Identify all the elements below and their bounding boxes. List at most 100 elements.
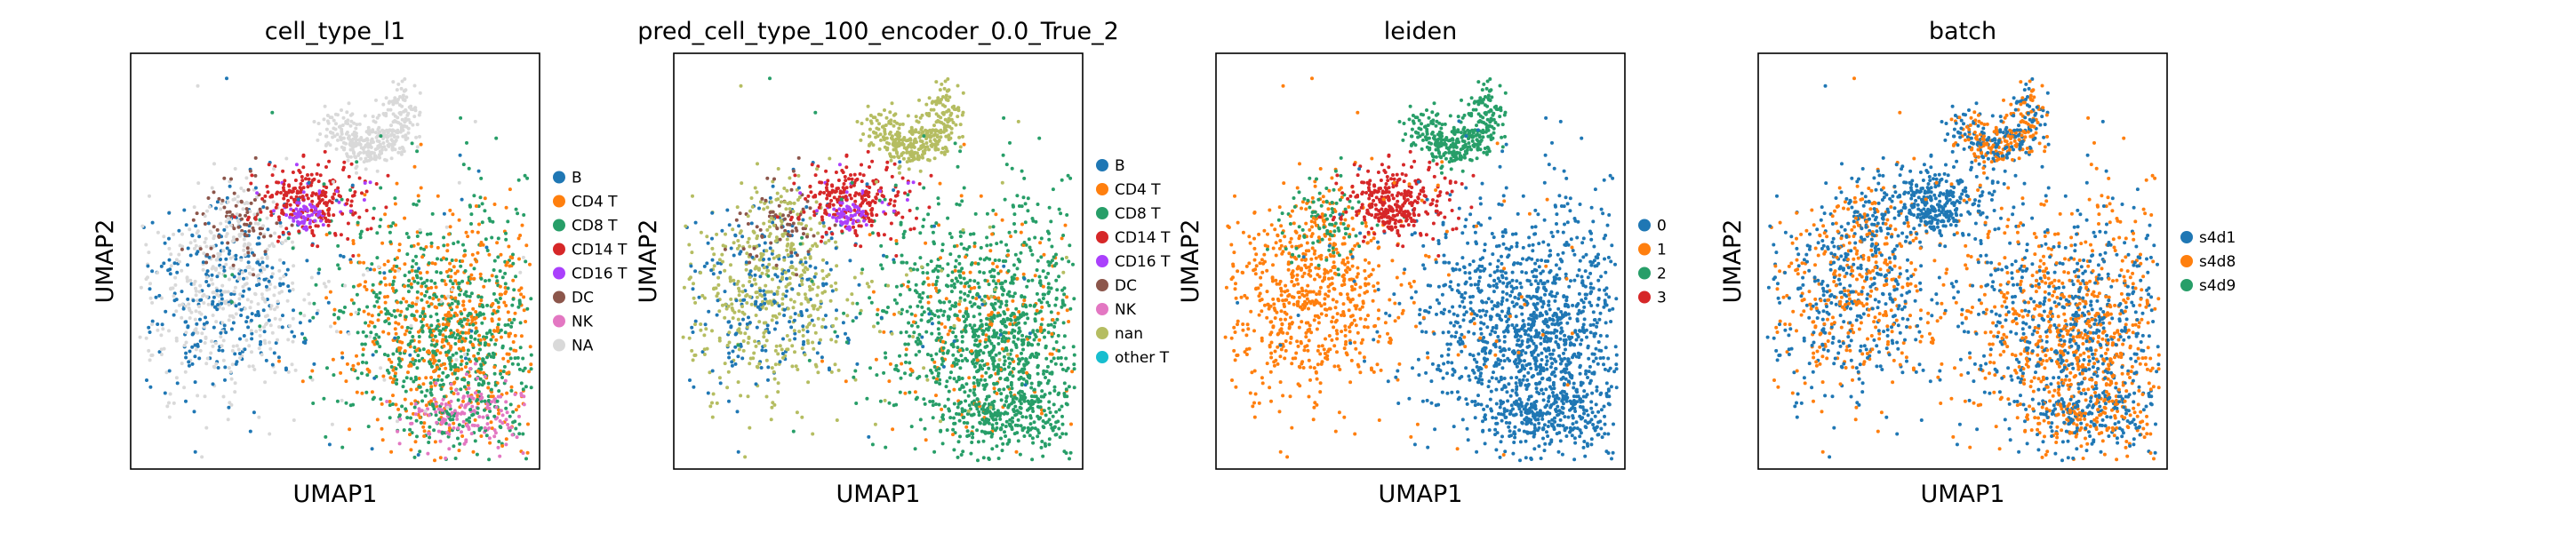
- scatter-point: [364, 130, 369, 134]
- scatter-point: [252, 198, 257, 202]
- scatter-point: [788, 282, 792, 286]
- scatter-point: [195, 211, 199, 216]
- scatter-point: [186, 297, 190, 301]
- scatter-point: [331, 357, 335, 362]
- scatter-point: [276, 180, 281, 185]
- scatter-point: [771, 314, 775, 318]
- scatter-point: [375, 299, 380, 304]
- scatter-point: [1030, 278, 1035, 282]
- scatter-point: [394, 331, 398, 336]
- scatter-point: [977, 285, 981, 290]
- scatter-point: [249, 318, 253, 322]
- scatter-point: [492, 371, 497, 376]
- scatter-point: [215, 274, 220, 279]
- scatter-point: [147, 251, 151, 255]
- scatter-point: [204, 315, 207, 320]
- scatter-point: [211, 382, 215, 386]
- scatter-point: [444, 338, 449, 343]
- scatter-point: [321, 211, 325, 216]
- scatter-point: [727, 223, 732, 227]
- scatter-point: [745, 251, 749, 256]
- scatter-point: [456, 398, 460, 402]
- scatter-point: [739, 84, 743, 88]
- scatter-point: [778, 360, 782, 364]
- scatter-point: [753, 339, 757, 344]
- scatter-point: [407, 304, 412, 308]
- scatter-point: [257, 314, 261, 318]
- scatter-point: [938, 264, 942, 268]
- scatter-point: [390, 282, 395, 287]
- scatter-point: [951, 427, 956, 432]
- scatter-point: [322, 182, 326, 187]
- scatter-point: [898, 171, 901, 175]
- scatter-point: [730, 302, 734, 306]
- scatter-point: [187, 302, 191, 306]
- scatter-point: [156, 322, 160, 326]
- scatter-point: [424, 245, 428, 249]
- scatter-point: [760, 234, 764, 238]
- scatter-point: [210, 339, 214, 344]
- scatter-point: [481, 243, 485, 247]
- scatter-point: [480, 220, 484, 225]
- scatter-point: [778, 344, 782, 348]
- scatter-point: [316, 244, 320, 249]
- scatter-point: [379, 134, 383, 139]
- scatter-point: [418, 134, 421, 139]
- scatter-point: [283, 193, 287, 197]
- scatter-point: [230, 362, 235, 367]
- scatter-point: [356, 362, 361, 366]
- scatter-point: [429, 376, 434, 379]
- scatter-point: [926, 320, 931, 323]
- scatter-point: [789, 187, 794, 192]
- scatter-point: [184, 223, 188, 227]
- scatter-point: [1012, 314, 1017, 319]
- scatter-point: [146, 275, 149, 280]
- scatter-point: [413, 375, 418, 379]
- scatter-point: [704, 327, 708, 331]
- scatter-point: [721, 259, 724, 264]
- scatter-point: [399, 86, 404, 91]
- scatter-point: [417, 199, 421, 203]
- scatter-point: [186, 263, 189, 267]
- scatter-point: [904, 353, 908, 357]
- scatter-point: [204, 336, 208, 340]
- scatter-point: [245, 298, 250, 302]
- scatter-point: [156, 328, 160, 332]
- scatter-point: [738, 231, 742, 235]
- scatter-point: [220, 301, 224, 306]
- scatter-point: [273, 285, 277, 290]
- scatter-point: [406, 370, 410, 375]
- scatter-point: [462, 385, 467, 389]
- scatter-point: [762, 330, 766, 335]
- scatter-point: [450, 259, 454, 262]
- scatter-point: [872, 131, 876, 135]
- scatter-point: [520, 223, 524, 227]
- scatter-point: [503, 285, 508, 290]
- scatter-point: [796, 368, 800, 371]
- scatter-point: [770, 303, 774, 306]
- scatter-point: [355, 292, 359, 297]
- scatter-point: [456, 436, 460, 441]
- scatter-point: [370, 447, 374, 451]
- scatter-point: [505, 391, 509, 395]
- scatter-point: [1064, 369, 1068, 373]
- scatter-point: [1009, 318, 1013, 322]
- scatter-point: [215, 289, 220, 293]
- scatter-point: [364, 209, 369, 212]
- scatter-point: [425, 232, 429, 236]
- scatter-point: [967, 403, 972, 408]
- scatter-point: [727, 320, 732, 324]
- scatter-point: [309, 172, 314, 177]
- scatter-point: [1004, 434, 1008, 438]
- scatter-point: [394, 321, 398, 325]
- scatter-point: [917, 98, 921, 102]
- scatter-point: [321, 223, 325, 227]
- scatter-point: [225, 211, 229, 214]
- scatter-point: [433, 334, 437, 338]
- scatter-point: [956, 346, 960, 350]
- scatter-point: [474, 204, 478, 208]
- scatter-point: [187, 363, 191, 368]
- scatter-point: [789, 251, 794, 255]
- scatter-point: [692, 282, 695, 286]
